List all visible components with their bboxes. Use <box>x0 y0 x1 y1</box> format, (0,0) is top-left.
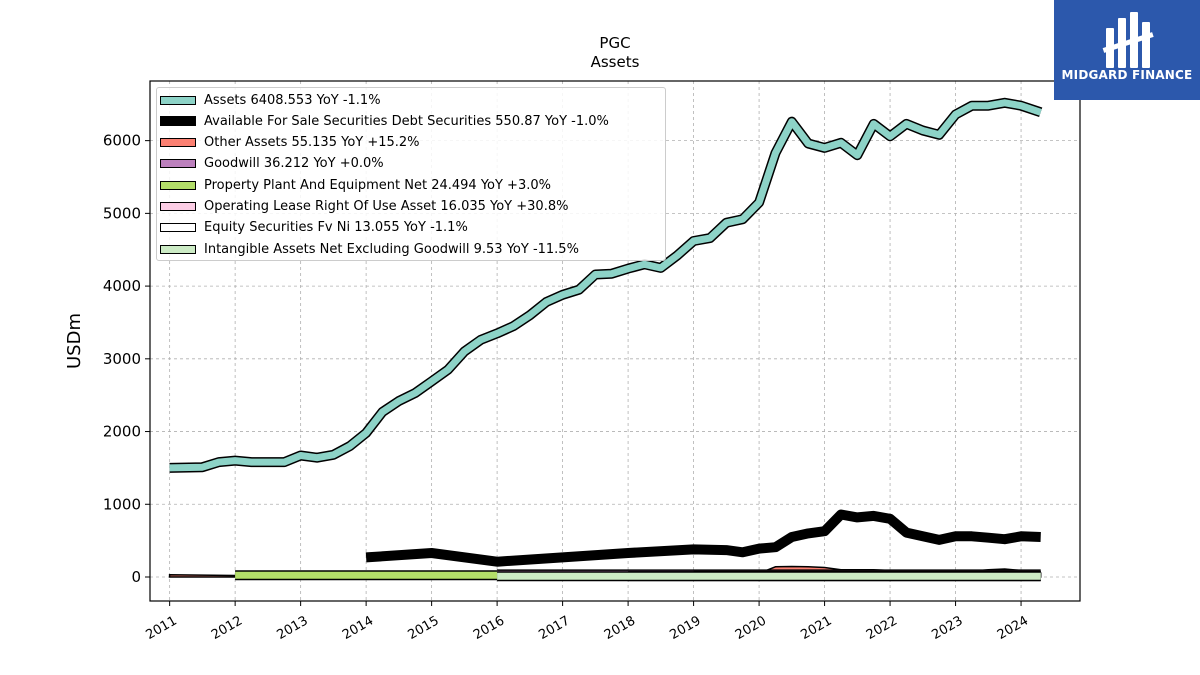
y-tick-label: 5000 <box>103 204 141 222</box>
legend-item: Assets 6408.553 YoY -1.1% <box>157 90 381 110</box>
x-tick-label: 2019 <box>667 613 703 643</box>
legend-item: Other Assets 55.135 YoY +15.2% <box>157 133 420 153</box>
x-tick-label: 2015 <box>405 613 441 643</box>
legend-label: Available For Sale Securities Debt Secur… <box>204 113 609 129</box>
x-tick-label: 2022 <box>864 613 900 643</box>
x-tick-label: 2017 <box>536 613 572 643</box>
x-tick-label: 2013 <box>274 613 310 643</box>
legend-swatch <box>160 116 196 127</box>
legend-swatch <box>160 138 196 148</box>
x-tick-label: 2020 <box>733 613 769 643</box>
legend-swatch <box>160 180 196 190</box>
x-tick-label: 2024 <box>995 613 1031 643</box>
legend-swatch <box>160 95 196 105</box>
legend: Assets 6408.553 YoY -1.1% Available For S… <box>156 87 666 261</box>
legend-swatch <box>160 159 196 169</box>
y-tick-label: 6000 <box>103 132 141 150</box>
series-line <box>365 509 1041 567</box>
y-tick-label: 2000 <box>103 423 141 441</box>
logo: MIDGARD FINANCE <box>1054 0 1200 100</box>
y-tick-label: 3000 <box>103 350 141 368</box>
legend-label: Goodwill 36.212 YoY +0.0% <box>204 156 384 172</box>
x-tick-label: 2011 <box>143 613 179 643</box>
logo-mark-icon <box>1102 12 1154 68</box>
chart-subtitle: Assets <box>591 53 640 71</box>
y-axis: 0 1000 2000 3000 4000 5000 6000 <box>103 132 150 586</box>
legend-swatch <box>160 202 196 211</box>
series-line <box>169 99 1042 472</box>
legend-item: Operating Lease Right Of Use Asset 16.03… <box>157 197 568 217</box>
legend-label: Intangible Assets Net Excluding Goodwill… <box>204 241 579 257</box>
series-available-for-sale-securities-debt-securities <box>365 509 1041 567</box>
legend-item: Property Plant And Equipment Net 24.494 … <box>157 175 551 195</box>
logo-text: MIDGARD FINANCE <box>1061 68 1193 82</box>
legend-label: Assets 6408.553 YoY -1.1% <box>204 92 381 108</box>
x-tick-label: 2018 <box>602 613 638 643</box>
legend-item: Equity Securities Fv Ni 13.055 YoY -1.1% <box>157 218 468 238</box>
series-layer <box>168 97 1043 582</box>
plot-frame <box>149 80 1081 602</box>
y-tick-label: 4000 <box>103 277 141 295</box>
legend-swatch <box>160 244 196 254</box>
x-axis: 2011 2012 2013 2014 2015 2016 2017 2018 2019 2020… <box>143 601 1031 643</box>
x-tick-label: 2016 <box>471 613 507 643</box>
x-tick-label: 2021 <box>798 613 834 643</box>
x-tick-label: 2012 <box>209 613 245 643</box>
series-assets <box>169 97 1043 473</box>
y-axis-label: USDm <box>64 313 85 369</box>
x-tick-label: 2023 <box>929 613 965 643</box>
legend-item: Intangible Assets Net Excluding Goodwill… <box>157 239 579 259</box>
legend-label: Other Assets 55.135 YoY +15.2% <box>204 135 420 151</box>
legend-swatch <box>160 223 196 233</box>
y-tick-label: 0 <box>131 568 141 586</box>
chart-title: PGC <box>599 34 630 52</box>
legend-label: Operating Lease Right Of Use Asset 16.03… <box>204 199 569 214</box>
legend-label: Property Plant And Equipment Net 24.494 … <box>204 177 551 193</box>
legend-label: Equity Securities Fv Ni 13.055 YoY -1.1% <box>204 220 468 236</box>
x-tick-label: 2014 <box>340 613 376 643</box>
legend-item: Goodwill 36.212 YoY +0.0% <box>157 154 384 174</box>
legend-item: Available For Sale Securities Debt Secur… <box>157 111 609 131</box>
y-tick-label: 1000 <box>103 495 141 513</box>
